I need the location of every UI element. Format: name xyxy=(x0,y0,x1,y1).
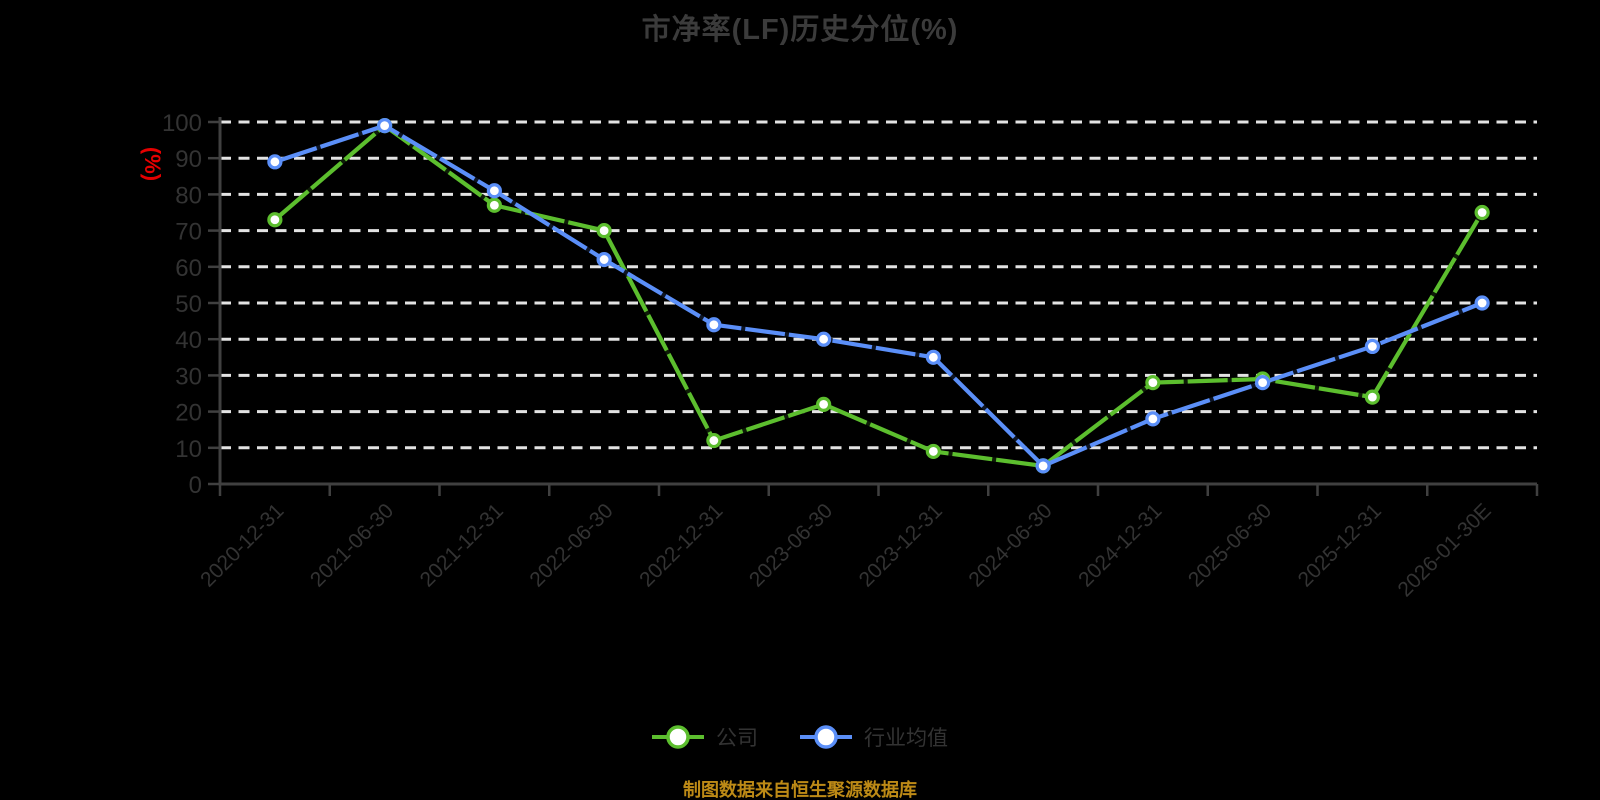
data-point-industry[interactable] xyxy=(925,349,941,365)
legend-marker-industry-icon xyxy=(800,725,852,749)
x-axis-label: 2025-12-31 xyxy=(1294,499,1386,591)
data-point-industry[interactable] xyxy=(1474,295,1490,311)
data-point-industry[interactable] xyxy=(267,154,283,170)
x-axis-label: 2022-06-30 xyxy=(525,499,617,591)
data-point-industry[interactable] xyxy=(377,118,393,134)
x-axis-label: 2023-06-30 xyxy=(745,499,837,591)
y-axis-label: 90 xyxy=(175,146,202,173)
data-point-company[interactable] xyxy=(1364,389,1380,405)
x-axis-label: 2022-12-31 xyxy=(635,499,727,591)
legend-item-company[interactable]: 公司 xyxy=(652,722,758,752)
y-axis-label: 70 xyxy=(175,219,202,246)
data-point-company[interactable] xyxy=(267,212,283,228)
data-point-company[interactable] xyxy=(706,432,722,449)
x-axis-label: 2026-01-30E xyxy=(1394,499,1496,601)
y-axis-label: 50 xyxy=(175,291,202,318)
y-axis-label: 60 xyxy=(175,255,202,282)
legend-label-company: 公司 xyxy=(716,727,758,750)
data-point-industry[interactable] xyxy=(706,317,722,333)
data-point-company[interactable] xyxy=(925,443,941,460)
y-axis-label: 40 xyxy=(175,327,202,354)
legend-item-industry-average[interactable]: 行业均值 xyxy=(800,722,948,752)
data-point-industry[interactable] xyxy=(486,183,502,199)
data-point-industry[interactable] xyxy=(1035,458,1051,474)
y-axis-label: 0 xyxy=(189,472,202,499)
y-axis-label: 30 xyxy=(175,363,202,390)
legend-label-industry-average: 行业均值 xyxy=(864,727,948,750)
data-point-company[interactable] xyxy=(596,223,612,239)
data-point-company[interactable] xyxy=(816,396,832,412)
x-axis-label: 2024-06-30 xyxy=(964,499,1056,591)
footer-data-source-note: 制图数据来自恒生聚源数据库 xyxy=(683,780,917,800)
y-axis-label: 20 xyxy=(175,400,202,427)
y-axis-label: 80 xyxy=(175,182,202,209)
data-point-industry[interactable] xyxy=(596,251,612,268)
y-axis-label: 10 xyxy=(175,436,202,463)
data-point-company[interactable] xyxy=(1474,204,1490,221)
page-title: 市净率(LF)历史分位(%) xyxy=(641,14,959,46)
x-axis-label: 2021-12-31 xyxy=(416,499,508,591)
series-line-company xyxy=(272,123,1485,468)
x-axis-label: 2024-12-31 xyxy=(1074,499,1166,591)
x-axis-label: 2025-06-30 xyxy=(1184,499,1276,591)
data-point-industry[interactable] xyxy=(1145,411,1161,427)
x-axis-label: 2021-06-30 xyxy=(306,499,398,591)
data-point-industry[interactable] xyxy=(816,331,832,347)
series-line-industry-dash-overlay xyxy=(274,122,1484,469)
data-point-company[interactable] xyxy=(486,197,502,213)
data-point-industry[interactable] xyxy=(1364,338,1380,355)
data-point-industry[interactable] xyxy=(1255,375,1271,391)
legend: 公司 行业均值 xyxy=(0,712,1600,762)
data-point-company[interactable] xyxy=(1145,375,1161,391)
y-axis-label: 100 xyxy=(162,110,202,137)
x-axis-label: 2020-12-31 xyxy=(196,499,288,591)
legend-marker-company-icon xyxy=(652,725,704,749)
x-axis-label: 2023-12-31 xyxy=(855,499,947,591)
